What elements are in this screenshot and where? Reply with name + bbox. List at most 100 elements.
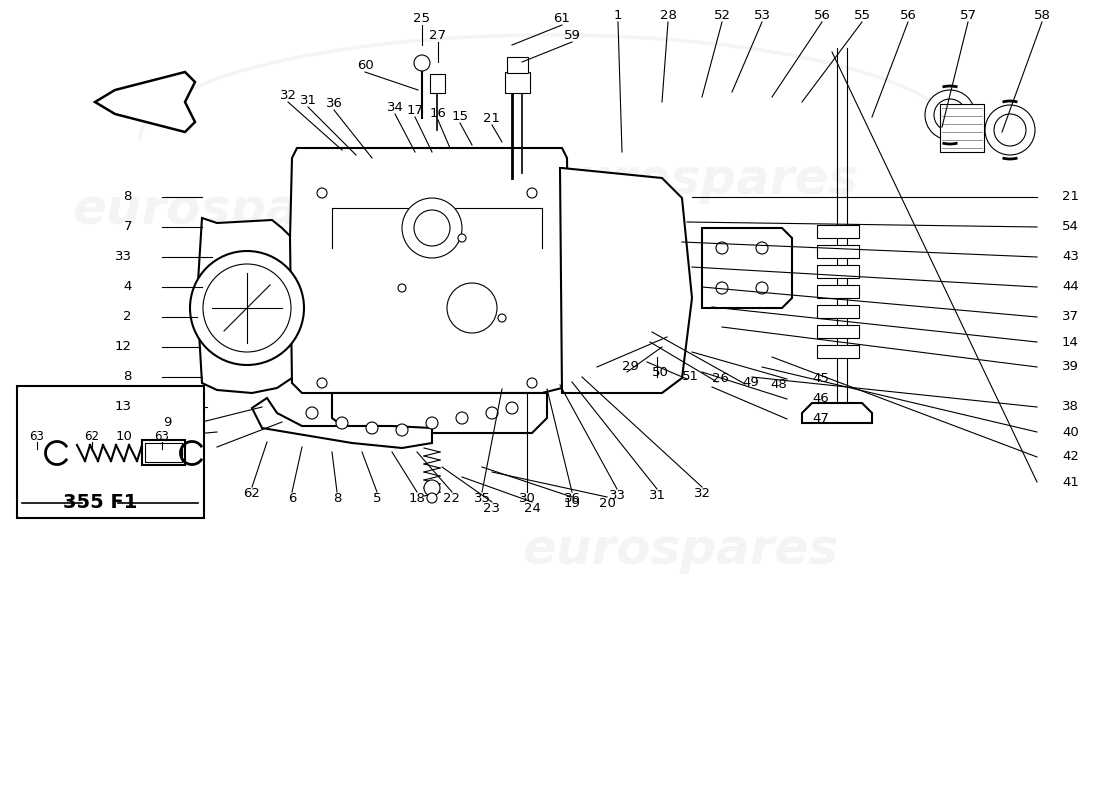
- Text: 8: 8: [123, 370, 132, 383]
- Text: eurospares: eurospares: [522, 526, 838, 574]
- Circle shape: [498, 314, 506, 322]
- Circle shape: [756, 282, 768, 294]
- Circle shape: [458, 234, 466, 242]
- Text: 57: 57: [959, 9, 977, 22]
- Text: 40: 40: [1062, 426, 1079, 438]
- Circle shape: [426, 417, 438, 429]
- Bar: [817, 245, 859, 258]
- Text: 54: 54: [1062, 221, 1079, 234]
- Bar: [16, 386, 203, 518]
- Text: 24: 24: [524, 502, 540, 515]
- Text: 8: 8: [123, 190, 132, 203]
- Text: 44: 44: [1062, 281, 1079, 294]
- Text: 21: 21: [484, 112, 500, 125]
- Polygon shape: [802, 403, 872, 423]
- Text: 56: 56: [814, 9, 830, 22]
- Text: 22: 22: [443, 492, 461, 505]
- Bar: [817, 305, 859, 318]
- Text: 32: 32: [693, 487, 711, 500]
- Text: 19: 19: [563, 497, 581, 510]
- Text: 36: 36: [563, 492, 581, 505]
- Text: 4: 4: [123, 281, 132, 294]
- Text: 25: 25: [414, 12, 430, 25]
- Circle shape: [317, 378, 327, 388]
- Text: 51: 51: [682, 370, 698, 383]
- Text: 41: 41: [1062, 475, 1079, 489]
- Text: 5: 5: [373, 492, 382, 505]
- Text: 61: 61: [553, 12, 571, 25]
- Circle shape: [447, 283, 497, 333]
- Text: 27: 27: [429, 29, 447, 42]
- Text: 15: 15: [451, 110, 469, 123]
- Polygon shape: [197, 218, 297, 393]
- Text: 58: 58: [1034, 9, 1050, 22]
- Text: 31: 31: [649, 489, 666, 502]
- Text: eurospares: eurospares: [542, 156, 858, 204]
- Text: 20: 20: [598, 497, 615, 510]
- Bar: [817, 285, 859, 298]
- Text: 63: 63: [155, 430, 169, 443]
- Text: 1: 1: [614, 9, 623, 22]
- Text: 33: 33: [116, 250, 132, 263]
- Circle shape: [402, 198, 462, 258]
- Text: 36: 36: [326, 97, 342, 110]
- Bar: [505, 72, 530, 93]
- Text: 35: 35: [473, 492, 491, 505]
- Circle shape: [984, 105, 1035, 155]
- Circle shape: [756, 242, 768, 254]
- Text: 53: 53: [754, 9, 770, 22]
- Text: 12: 12: [116, 341, 132, 354]
- Circle shape: [414, 55, 430, 71]
- Circle shape: [456, 412, 468, 424]
- Circle shape: [317, 188, 327, 198]
- Polygon shape: [560, 168, 692, 393]
- Text: 45: 45: [812, 373, 829, 386]
- Circle shape: [204, 264, 292, 352]
- Text: 13: 13: [116, 401, 132, 414]
- Bar: [507, 57, 528, 73]
- Text: 23: 23: [484, 502, 500, 515]
- Bar: [817, 325, 859, 338]
- Text: 10: 10: [116, 430, 132, 443]
- Text: 55: 55: [854, 9, 870, 22]
- Text: 56: 56: [900, 9, 916, 22]
- Text: 28: 28: [660, 9, 676, 22]
- Text: 17: 17: [407, 104, 424, 117]
- Text: 6: 6: [288, 492, 296, 505]
- Text: 46: 46: [812, 393, 828, 406]
- Bar: [817, 345, 859, 358]
- Circle shape: [486, 407, 498, 419]
- Text: 42: 42: [1062, 450, 1079, 463]
- Circle shape: [527, 188, 537, 198]
- Circle shape: [396, 424, 408, 436]
- Text: 33: 33: [608, 489, 626, 502]
- Polygon shape: [702, 228, 792, 308]
- Text: 18: 18: [408, 492, 426, 505]
- Text: 34: 34: [386, 101, 404, 114]
- Bar: [430, 74, 446, 93]
- Text: 49: 49: [742, 375, 759, 389]
- Text: 39: 39: [1062, 361, 1079, 374]
- Circle shape: [527, 378, 537, 388]
- Circle shape: [925, 90, 975, 140]
- Text: 38: 38: [1062, 401, 1079, 414]
- Text: 62: 62: [243, 487, 261, 500]
- Text: 60: 60: [356, 59, 373, 72]
- Text: 7: 7: [123, 221, 132, 234]
- Text: 32: 32: [279, 89, 297, 102]
- Circle shape: [306, 407, 318, 419]
- Text: 355 F1: 355 F1: [63, 494, 138, 513]
- Text: 21: 21: [1062, 190, 1079, 203]
- Text: 48: 48: [770, 378, 786, 390]
- Circle shape: [427, 493, 437, 503]
- Text: eurospares: eurospares: [72, 186, 388, 234]
- Circle shape: [366, 422, 378, 434]
- Text: 37: 37: [1062, 310, 1079, 323]
- Text: 59: 59: [563, 29, 581, 42]
- Text: 11: 11: [170, 441, 187, 454]
- Circle shape: [716, 242, 728, 254]
- Circle shape: [398, 284, 406, 292]
- Text: 29: 29: [621, 361, 639, 374]
- Bar: [940, 104, 984, 152]
- Circle shape: [994, 114, 1026, 146]
